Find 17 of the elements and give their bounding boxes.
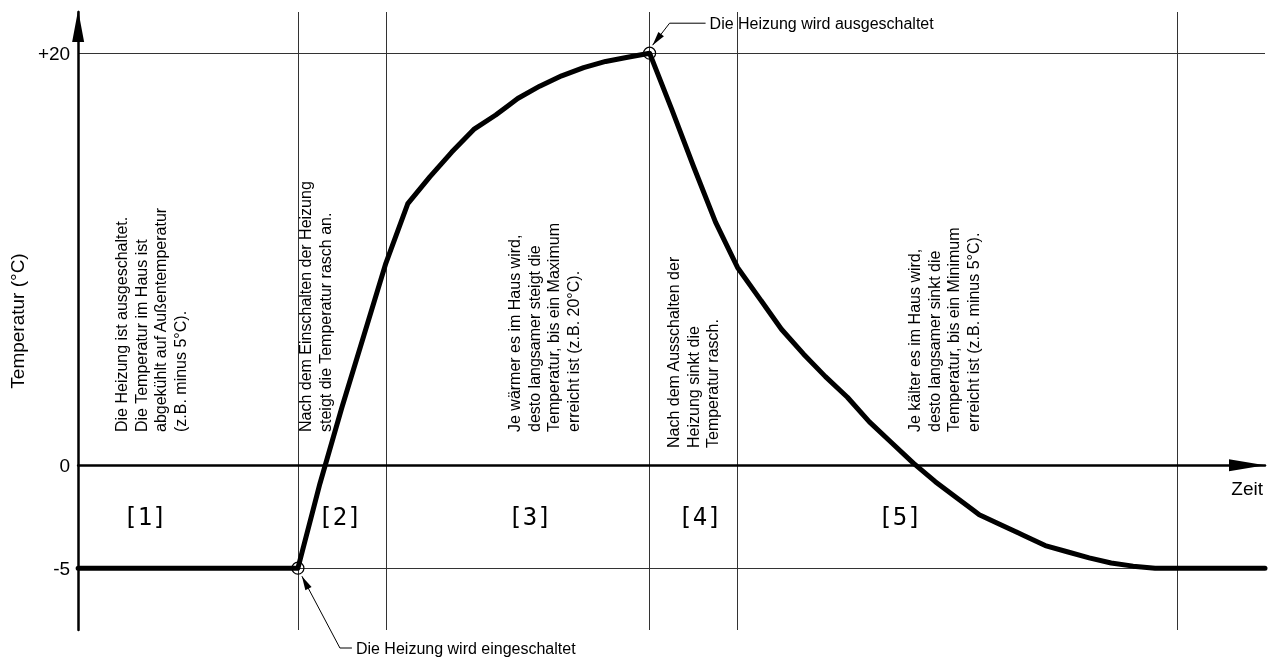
annotation: [4] <box>678 502 722 531</box>
y-tick-label: 0 <box>59 454 71 476</box>
annotation: Je wärmer es im Haus wird, desto langsamer steigt die Temperatur, bis ein Maximum erreicht ist (z.B. 20°C). <box>506 223 582 432</box>
annotation: [3] <box>508 502 552 531</box>
annotation: Je kälter es im Haus wird, desto langsamer sinkt die Temperatur, bis ein Minimum erreicht ist (z.B. minus 5°C). <box>906 227 982 432</box>
annotation: Nach dem Ausschalten der Heizung sinkt die Temperatur rasch. <box>665 256 722 448</box>
y-axis-title: Temperatur (°C) <box>7 253 28 389</box>
y-tick-label: +20 <box>37 42 71 64</box>
annotation: Nach dem Einschalten der Heizung steigt die Temperatur rasch an. <box>297 181 334 432</box>
annotation: [2] <box>318 502 362 531</box>
annotation: [5] <box>878 502 922 531</box>
text: Die Heizung wird eingeschaltet <box>355 639 577 657</box>
x-axis-title: Zeit <box>1231 478 1264 500</box>
annotation: Die Heizung ist ausgeschaltet. Die Temperatur im Haus ist abgekühlt auf Außentemperatur (z.B. minus 5°C). <box>113 207 189 432</box>
annotation: Die Heizung wird ausgeschaltet <box>709 14 935 32</box>
y-tick-label: -5 <box>53 557 71 579</box>
annotation: [1] <box>123 502 167 531</box>
